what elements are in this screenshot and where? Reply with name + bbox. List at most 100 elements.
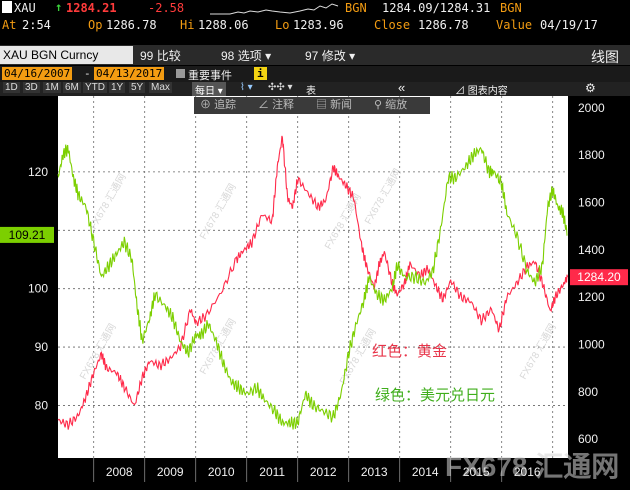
frequency-select[interactable]: 每日 ▾ [192,82,226,97]
main-toolbar: XAU BGN Curncy 99 比较 98 选项 ▾ 97 修改 ▾ 线图 [0,45,630,65]
corner-watermark: FX678 汇通网 [445,451,619,482]
chart-contents-label: 图表内容 [467,86,508,97]
stats-row: At 2:54 Op 1286.78 Hi 1288.06 Lo 1283.96… [0,17,630,34]
edit-button[interactable]: 97 修改 ▾ [305,47,355,64]
gold-line [57,135,569,430]
left-tick-label: 80 [35,398,49,412]
x-tick-label: 2014 [412,465,439,479]
start-date-input[interactable]: 04/16/2007 [2,67,73,80]
right-tick-label: 600 [578,432,598,446]
collapse-button[interactable]: « [398,80,406,95]
settings-gear-icon[interactable]: ⚙ [585,81,596,95]
info-icon[interactable]: i [254,67,267,80]
right-tick-label: 1400 [578,243,605,257]
plot-area [58,96,568,458]
left-tick-label: 90 [35,340,49,354]
right-tick-label: 1600 [578,195,605,209]
value-label: Value [496,18,533,32]
chart-tools-bar: ⊕ 追踪 ∠ 注释 ▤ 新闻 ⚲ 缩放 [194,97,430,114]
gold-annotation: 红色：黄金 [372,343,447,360]
close-label: Close [374,18,411,32]
magnifier-icon: ⚲ [374,99,383,111]
table-button[interactable]: 表 [306,86,316,97]
date-row: 04/16/2007 - 04/13/2017 重要事件 i [0,66,630,82]
left-tick-label: 120 [28,165,48,179]
frequency-label: 每日 [195,86,215,97]
period-button-1y[interactable]: 1Y [109,82,126,93]
at-label: At [2,18,17,32]
options-button[interactable]: 98 选项 ▾ [221,47,271,64]
low-value: 1283.96 [293,18,344,32]
right-tick-label: 800 [578,385,598,399]
events-label: 重要事件 [188,70,232,82]
compare-num: 99 [140,49,154,63]
source-1: BGN [345,1,367,15]
compare-button[interactable]: 99 比较 [140,47,181,64]
usdjpy-annotation: 绿色：美元兑日元 [375,387,495,404]
open-label: Op [88,18,103,32]
x-tick-label: 2008 [106,465,133,479]
period-button-1m[interactable]: 1M [43,82,61,93]
period-button-max[interactable]: Max [149,82,172,93]
period-button-5y[interactable]: 5Y [129,82,146,93]
x-tick-label: 2016 [514,465,541,479]
high-value: 1288.06 [198,18,249,32]
series-lines [57,135,569,430]
tab-news[interactable]: ▤ 新闻 [316,97,352,114]
x-tick-label: 2010 [208,465,235,479]
events-checkbox[interactable] [176,69,185,78]
news-icon: ▤ [316,99,327,111]
tool-select-icon[interactable]: ✣✣ ▾ [268,82,293,93]
tab-annotate-label: 注释 [272,99,295,111]
security-field[interactable]: XAU BGN Curncy [0,46,133,64]
ticker-symbol: XAU [14,1,36,15]
chart-style-icon[interactable]: ⌇ ▾ [240,82,253,93]
up-arrow-icon: ↑ [55,0,63,14]
at-value: 2:54 [22,18,51,32]
sparkline [210,3,339,15]
x-tick-label: 2011 [259,465,285,479]
low-label: Lo [275,18,290,32]
options-num: 98 [221,49,235,63]
tab-zoom-label: 缩放 [385,99,408,111]
bid-ask: 1284.09/1284.31 [382,1,491,15]
right-tick-label: 2000 [578,101,605,115]
options-label: 选项 [237,49,262,63]
open-value: 1286.78 [106,18,157,32]
value-date: 04/19/17 [540,18,598,32]
period-row: 1D 3D 1M 6M YTD 1Y 5Y Max 每日 ▾ ⌇ ▾ ✣✣ ▾ 表 « ⊿ 图… [0,80,630,97]
date-separator: - [84,67,91,80]
usdjpy-last-badge [0,226,54,243]
price-chart[interactable]: FX678 汇通网 FX678 汇通网 FX678 汇通网 FX678 汇通网FX67… [0,96,630,490]
pencil-icon: ∠ [258,99,269,111]
security-icon [2,1,12,13]
period-button-ytd[interactable]: YTD [83,82,107,93]
left-tick-label: 100 [28,282,48,296]
period-button-6m[interactable]: 6M [63,82,81,93]
last-price: 1284.21 [66,1,117,15]
edit-num: 97 [305,49,319,63]
x-tick-label: 2013 [361,465,388,479]
right-tick-label: 1200 [578,290,605,304]
tab-zoom[interactable]: ⚲ 缩放 [374,97,407,114]
source-2: BGN [500,1,522,15]
tab-annotate[interactable]: ∠ 注释 [258,97,294,114]
chart-type-button[interactable]: 线图 [591,49,619,65]
crosshair-icon: ⊕ [200,99,211,111]
right-tick-label: 1800 [578,148,605,162]
x-tick-label: 2012 [310,465,337,479]
period-button-3d[interactable]: 3D [23,82,40,93]
end-date-input[interactable]: 04/13/2017 [94,67,165,80]
edit-label: 修改 [321,49,346,63]
x-axis-band [58,458,568,490]
chart-contents-button[interactable]: ⊿ 图表内容 [455,82,508,97]
tab-track[interactable]: ⊕ 追踪 [200,97,236,114]
edit-dropdown-icon: ▾ [349,49,356,63]
price-change: -2.58 [148,1,185,15]
x-tick-label: 2015 [463,465,490,479]
right-axis: 600 800 1000 1200 1400 1600 1800 2000 1284.20 [570,101,628,446]
period-button-1d[interactable]: 1D [3,82,20,93]
options-dropdown-icon: ▾ [265,49,272,63]
close-value: 1286.78 [418,18,469,32]
usdjpy-last-label: 109.21 [9,228,46,242]
